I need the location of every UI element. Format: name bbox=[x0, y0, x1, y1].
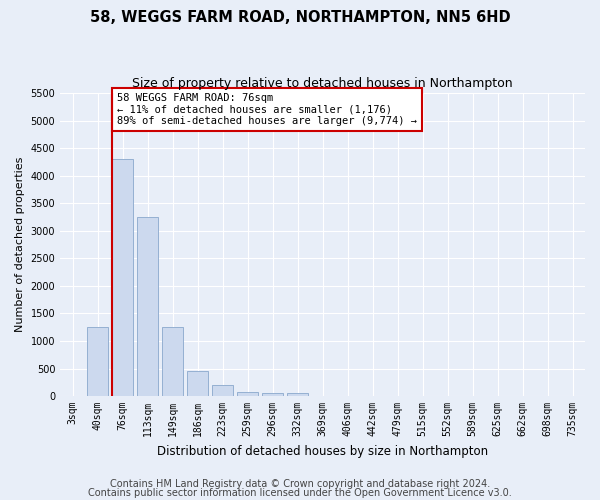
Title: Size of property relative to detached houses in Northampton: Size of property relative to detached ho… bbox=[132, 78, 513, 90]
Y-axis label: Number of detached properties: Number of detached properties bbox=[15, 157, 25, 332]
Bar bbox=[262, 394, 283, 396]
Text: Contains HM Land Registry data © Crown copyright and database right 2024.: Contains HM Land Registry data © Crown c… bbox=[110, 479, 490, 489]
Bar bbox=[162, 327, 183, 396]
X-axis label: Distribution of detached houses by size in Northampton: Distribution of detached houses by size … bbox=[157, 444, 488, 458]
Bar bbox=[212, 385, 233, 396]
Bar bbox=[112, 159, 133, 396]
Text: Contains public sector information licensed under the Open Government Licence v3: Contains public sector information licen… bbox=[88, 488, 512, 498]
Bar bbox=[137, 217, 158, 396]
Text: 58, WEGGS FARM ROAD, NORTHAMPTON, NN5 6HD: 58, WEGGS FARM ROAD, NORTHAMPTON, NN5 6H… bbox=[89, 10, 511, 25]
Bar bbox=[187, 372, 208, 396]
Bar bbox=[237, 392, 258, 396]
Bar bbox=[287, 394, 308, 396]
Text: 58 WEGGS FARM ROAD: 76sqm
← 11% of detached houses are smaller (1,176)
89% of se: 58 WEGGS FARM ROAD: 76sqm ← 11% of detac… bbox=[117, 93, 417, 126]
Bar bbox=[87, 327, 108, 396]
